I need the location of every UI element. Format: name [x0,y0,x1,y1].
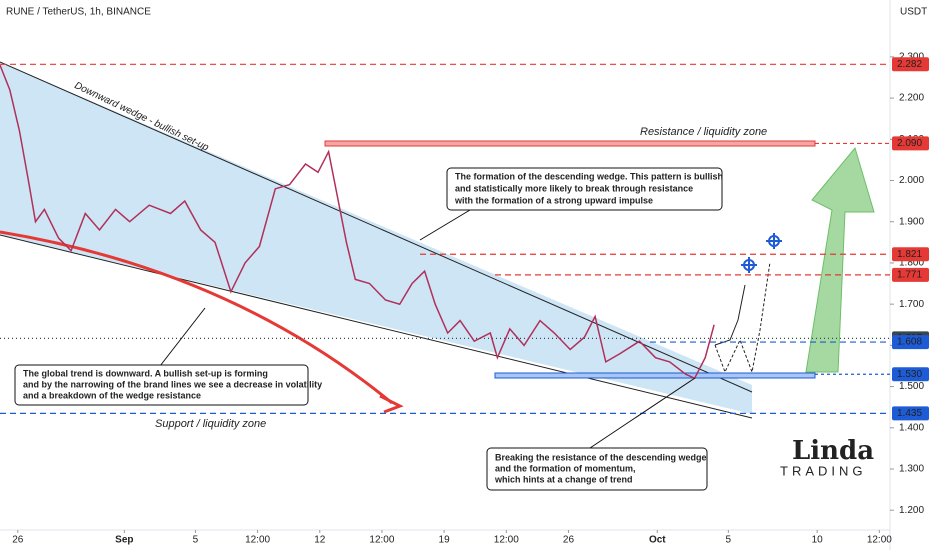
callout-text: and a breakdown of the wedge resistance [23,390,201,400]
price-line [0,64,715,380]
y-tick-label: 2.000 [899,175,924,186]
y-tick-label: 1.500 [899,381,924,392]
callout-box [486,447,708,491]
wedge-lower [0,234,753,419]
level-label: 1.771 [897,270,922,281]
bullish-arrow [805,146,875,373]
level-tag [892,267,929,282]
y-tick-label: 1.200 [899,505,924,516]
callout-text: The global trend is downward. A bullish … [23,368,268,378]
wedge-area [0,62,752,414]
y-tick-label: 2.200 [899,93,924,104]
callout-line [159,307,206,367]
x-tick-label: 26 [12,535,24,546]
logo-sub: TRADING [780,463,867,478]
level-tag [892,406,929,421]
x-tick-label: 10 [812,535,824,546]
callout-line [419,209,471,241]
level-label: 2.090 [897,138,922,149]
x-tick-label: 5 [193,535,199,546]
logo-name: Linda [792,436,874,466]
y-tick-label: 1.700 [899,299,924,310]
resistance-label: Resistance / liquidity zone [640,126,767,138]
y-axis-label: USDT [900,7,927,18]
projection-1 [714,284,746,346]
y-tick-label: 1.400 [899,422,924,433]
level-label: 1.608 [897,337,922,348]
callout-box [446,167,723,211]
x-tick-label: 19 [439,535,451,546]
level-label: 1.530 [897,369,922,380]
x-tick-label: Sep [115,535,133,546]
y-tick-label: 1.900 [899,216,924,227]
target-icons [741,233,782,273]
wedge-upper [0,61,753,393]
level-tag [892,57,929,72]
callout-line [589,377,696,449]
callout-box [14,364,309,406]
chart-title: RUNE / TetherUS, 1h, BINANCE [6,7,151,18]
resistance-zone [324,140,816,147]
x-tick-label: 12:00 [245,535,270,546]
x-tick-label: 12:00 [369,535,394,546]
callout-text: with the formation of a strong upward im… [454,195,653,205]
y-tick-label: 1.300 [899,464,924,475]
level-label: 2.282 [897,59,922,70]
x-tick-label: 12 [314,535,326,546]
projection-2 [714,261,771,374]
callout-text: The formation of the descending wedge. T… [455,171,723,181]
level-label: 1.821 [897,249,922,260]
level-tag [892,247,929,262]
callout-text: and statistically more likely to break t… [455,183,693,193]
level-label: 1.435 [897,408,922,419]
x-tick-label: 26 [563,535,575,546]
callout-text: and the formation of momentum, [495,463,636,473]
plot [0,64,715,380]
trend-arrow-head [379,394,404,414]
x-tick-label: Oct [649,535,666,546]
support-zone [494,372,816,379]
x-tick-label: 12:00 [494,535,519,546]
trend-curve [0,230,393,405]
level-tag [892,335,929,350]
level-tag [892,367,929,382]
callout-text: and by the narrowing of the brand lines … [23,379,322,389]
x-tick-label: 5 [726,535,732,546]
level-tag [892,136,929,151]
y-tick-label: 2.300 [899,52,924,63]
levels [0,63,890,414]
callout-text: Breaking the resistance of the descendin… [495,452,707,462]
support-label: Support / liquidity zone [155,418,266,430]
x-tick-label: 12:00 [867,535,892,546]
callout-text: which hints at a change of trend [494,474,633,484]
y-tick-label: 1.800 [899,258,924,269]
